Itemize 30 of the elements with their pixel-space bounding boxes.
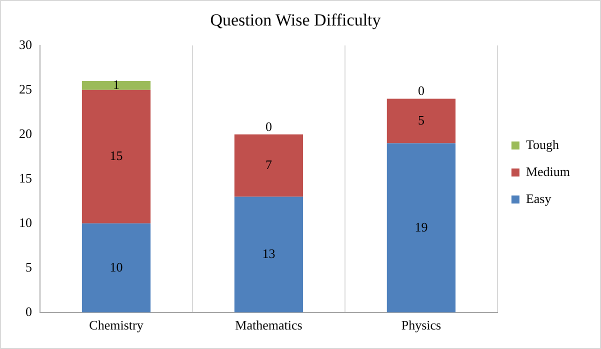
bar xyxy=(82,223,151,312)
bar xyxy=(386,98,456,144)
y-tick-label: 20 xyxy=(19,126,32,141)
data-label: 10 xyxy=(110,259,123,274)
bar xyxy=(386,143,456,312)
chart-title: Question Wise Difficulty xyxy=(210,10,382,30)
x-tick-label: Physics xyxy=(401,318,442,333)
x-tick-label: Mathematics xyxy=(235,318,302,333)
y-tick-label: 5 xyxy=(26,259,32,274)
data-label: 15 xyxy=(110,148,123,164)
y-tick-label: 0 xyxy=(26,304,32,319)
bar xyxy=(234,134,304,197)
legend-label: Easy xyxy=(526,190,552,206)
data-label: 0 xyxy=(265,118,272,134)
legend-label: Tough xyxy=(526,136,560,152)
y-tick-label: 10 xyxy=(19,214,32,230)
bar xyxy=(82,90,151,224)
bar xyxy=(82,81,151,90)
bar xyxy=(234,196,304,312)
data-label: 0 xyxy=(418,83,424,98)
y-tick-label: 30 xyxy=(19,36,32,52)
y-tick-label: 25 xyxy=(19,81,32,96)
data-label: 7 xyxy=(265,156,272,172)
data-label: 5 xyxy=(418,112,424,128)
data-label: 19 xyxy=(414,219,428,234)
data-label: 1 xyxy=(112,76,120,92)
legend-label: Medium xyxy=(526,164,570,179)
x-tick-label: Chemistry xyxy=(89,318,144,333)
data-label: 13 xyxy=(262,246,276,261)
y-tick-label: 15 xyxy=(19,170,32,186)
